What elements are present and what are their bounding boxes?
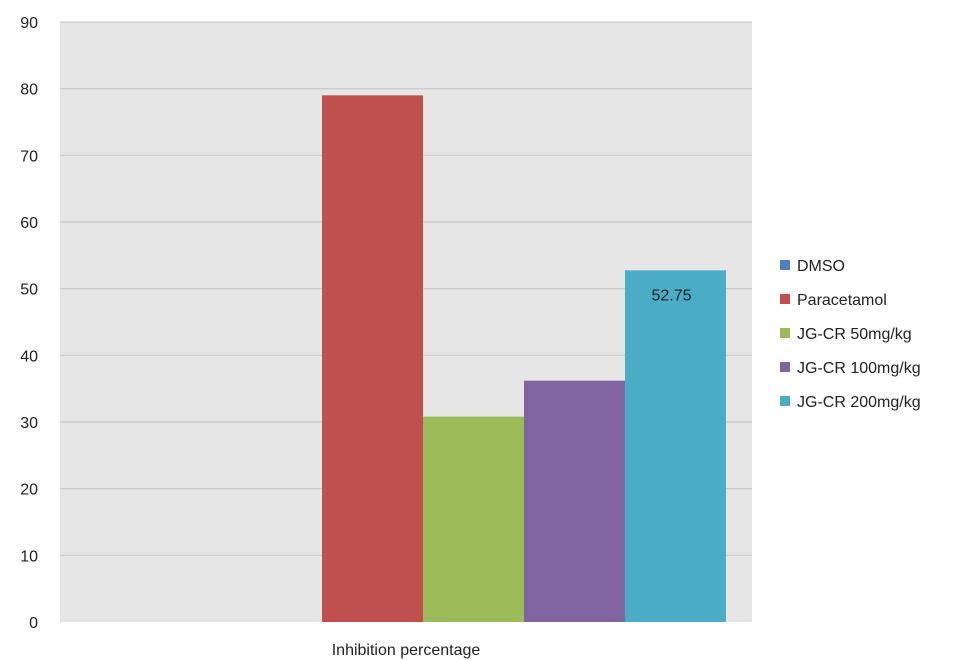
legend-swatch	[780, 396, 790, 406]
y-tick-label: 60	[20, 215, 38, 232]
data-labels: 52.75	[651, 287, 691, 304]
bar-jg-cr-50mg-kg	[423, 416, 524, 622]
bar-jg-cr-100mg-kg	[524, 380, 625, 622]
y-tick-label: 40	[20, 348, 38, 365]
legend-swatch	[780, 362, 790, 372]
legend-label: Paracetamol	[797, 292, 887, 309]
y-tick-label: 70	[20, 148, 38, 165]
legend-label: JG-CR 100mg/kg	[797, 360, 921, 377]
legend-swatch	[780, 260, 790, 270]
category-label: Inhibition percentage	[332, 642, 481, 659]
legend-swatch	[780, 294, 790, 304]
data-label: 52.75	[651, 287, 691, 304]
legend-label: DMSO	[797, 258, 845, 275]
legend-label: JG-CR 200mg/kg	[797, 394, 921, 411]
bar-jg-cr-200mg-kg	[625, 270, 726, 622]
y-tick-label: 10	[20, 548, 38, 565]
y-tick-label: 0	[29, 615, 38, 632]
legend: DMSO Paracetamol JG-CR 50mg/kg JG-CR 100mg/…	[780, 258, 921, 411]
y-axis: 0 10 20 30 40 50 60 70 80 90	[20, 15, 38, 632]
legend-label: JG-CR 50mg/kg	[797, 326, 912, 343]
bar-paracetamol	[322, 95, 423, 623]
y-tick-label: 20	[20, 482, 38, 499]
y-tick-label: 50	[20, 282, 38, 299]
bars	[322, 95, 726, 623]
y-tick-label: 90	[20, 15, 38, 32]
y-tick-label: 80	[20, 82, 38, 99]
legend-swatch	[780, 328, 790, 338]
y-tick-label: 30	[20, 415, 38, 432]
x-axis: Inhibition percentage	[332, 642, 481, 659]
